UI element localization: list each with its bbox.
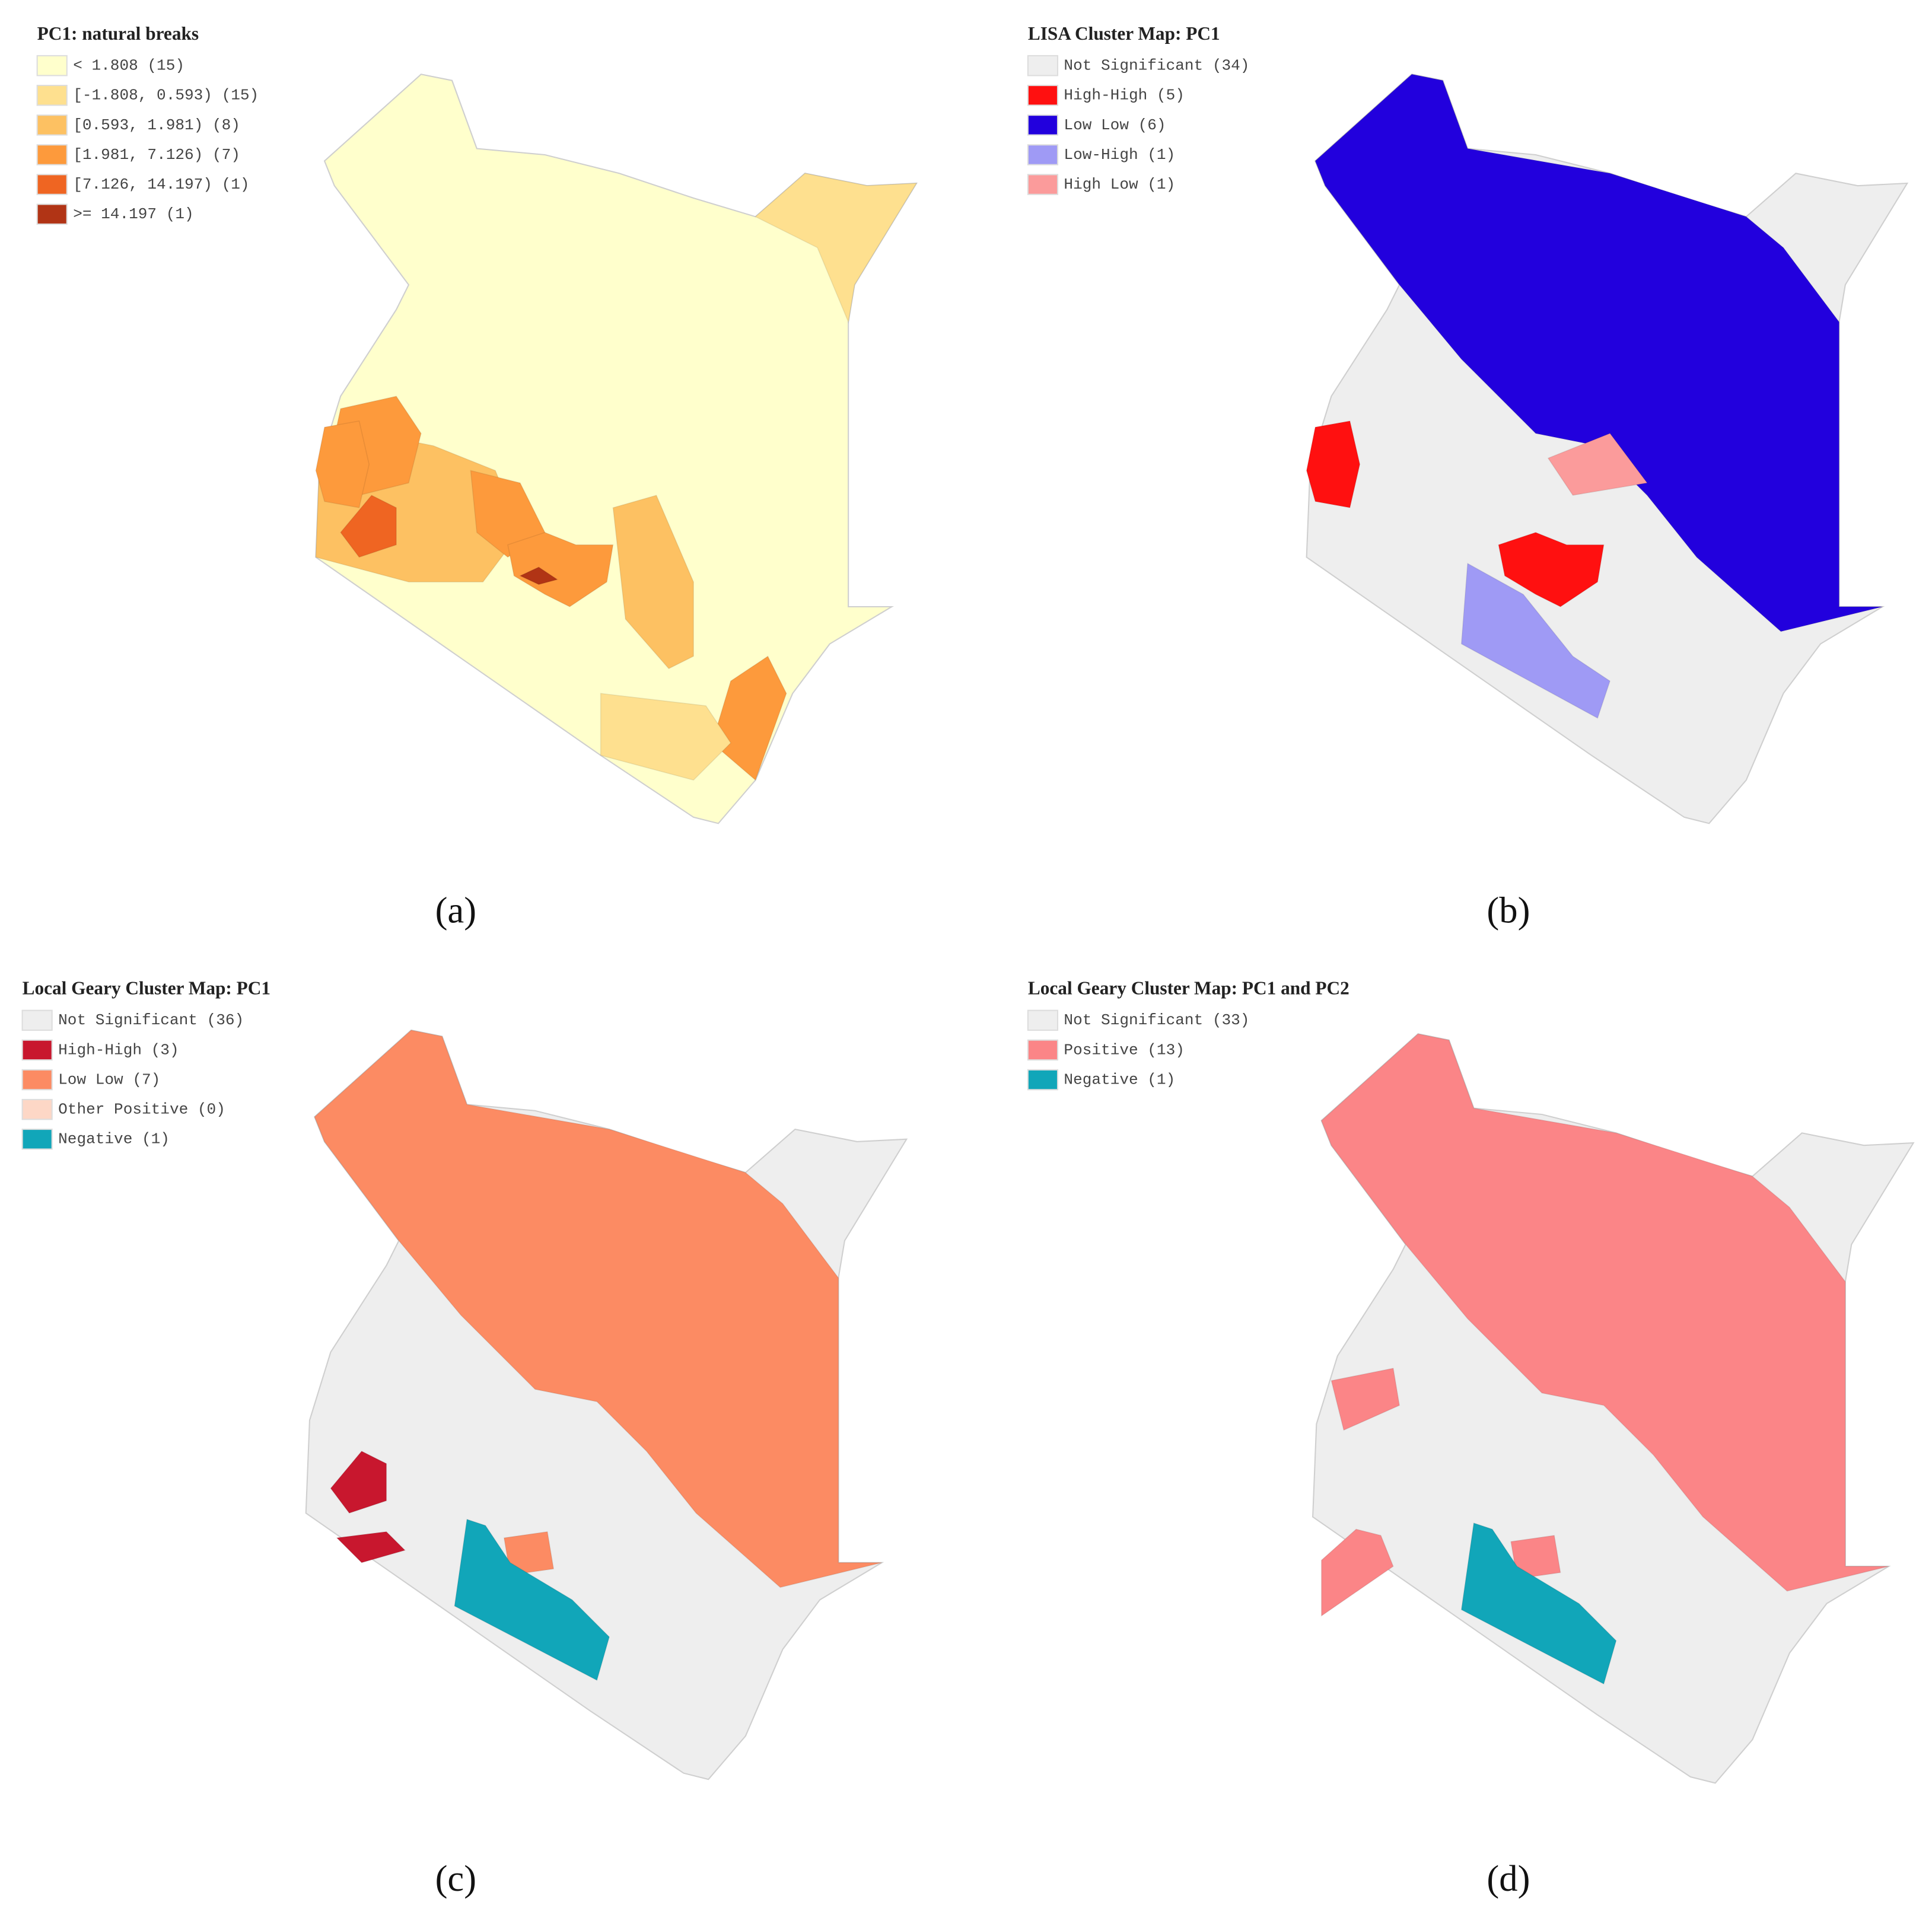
- legend-swatch: [21, 1009, 53, 1031]
- legend-label: Low-High (1): [1064, 146, 1175, 164]
- legend-swatch: [36, 114, 68, 136]
- map-panel: [1312, 1033, 1915, 1784]
- region: [340, 495, 397, 558]
- legend-label: Positive (13): [1064, 1041, 1184, 1059]
- panel-label: (a): [435, 889, 477, 931]
- region: [1320, 1033, 1889, 1592]
- legend-swatch: [36, 174, 68, 195]
- legend-label: Low Low (6): [1064, 116, 1166, 134]
- legend-label: [7.126, 14.197) (1): [73, 176, 249, 193]
- legend-title: PC1: natural breaks: [37, 23, 199, 44]
- legend-label: < 1.808 (15): [73, 57, 184, 75]
- legend-label: Negative (1): [58, 1130, 170, 1148]
- region: [1320, 1528, 1394, 1617]
- legend-swatch: [21, 1129, 53, 1150]
- region: [755, 173, 918, 324]
- region: [454, 1518, 610, 1681]
- legend-label: Negative (1): [1064, 1071, 1175, 1088]
- region: [330, 1450, 387, 1514]
- legend-label: [0.593, 1.981) (8): [73, 116, 240, 134]
- map-panel: [315, 74, 918, 824]
- region: [1460, 1522, 1617, 1685]
- region: [612, 495, 695, 670]
- legend-swatch: [1027, 55, 1059, 77]
- region: [518, 566, 559, 585]
- legend-label: [1.981, 7.126) (7): [73, 146, 240, 164]
- legend-title: Local Geary Cluster Map: PC1 and PC2: [1028, 977, 1349, 998]
- region: [336, 1531, 406, 1563]
- legend-swatch: [1027, 85, 1059, 106]
- legend-swatch: [1027, 1039, 1059, 1061]
- region: [1498, 531, 1605, 607]
- legend-label: Not Significant (33): [1064, 1011, 1249, 1029]
- legend-swatch: [1027, 144, 1059, 165]
- map-panel: [305, 1029, 908, 1780]
- legend-swatch: [1027, 1009, 1059, 1031]
- legend-label: >= 14.197 (1): [73, 205, 193, 223]
- region: [1314, 74, 1883, 632]
- region: [314, 1030, 882, 1588]
- legend-swatch: [1027, 174, 1059, 195]
- legend-swatch: [36, 85, 68, 106]
- legend-swatch: [1027, 1069, 1059, 1091]
- region: [1306, 420, 1361, 508]
- legend-label: [-1.808, 0.593) (15): [73, 87, 259, 104]
- country-outline: [315, 74, 918, 824]
- legend-swatch: [36, 144, 68, 165]
- region: [1547, 432, 1648, 496]
- region: [1460, 562, 1611, 719]
- map-panel: [1306, 74, 1909, 824]
- legend-label: High-High (3): [58, 1041, 179, 1059]
- panel-label: (d): [1487, 1858, 1530, 1899]
- legend-swatch: [21, 1069, 53, 1091]
- legend-title: Local Geary Cluster Map: PC1: [23, 977, 270, 998]
- legend-swatch: [21, 1098, 53, 1120]
- legend-label: Not Significant (36): [58, 1011, 244, 1029]
- legend-label: Not Significant (34): [1064, 57, 1249, 75]
- legend-label: Other Positive (0): [58, 1101, 225, 1119]
- legend-label: High Low (1): [1064, 176, 1175, 193]
- legend-swatch: [21, 1039, 53, 1061]
- legend-title: LISA Cluster Map: PC1: [1028, 23, 1220, 44]
- region: [600, 693, 731, 781]
- panel-label: (b): [1487, 889, 1530, 931]
- legend-swatch: [36, 203, 68, 225]
- region: [1331, 1368, 1401, 1431]
- legend-label: High-High (5): [1064, 87, 1184, 104]
- region: [507, 531, 614, 607]
- region: [315, 420, 370, 508]
- panel-label: (c): [435, 1858, 477, 1899]
- legend-label: Low Low (7): [58, 1071, 160, 1088]
- legend-swatch: [1027, 114, 1059, 136]
- legend-swatch: [36, 55, 68, 77]
